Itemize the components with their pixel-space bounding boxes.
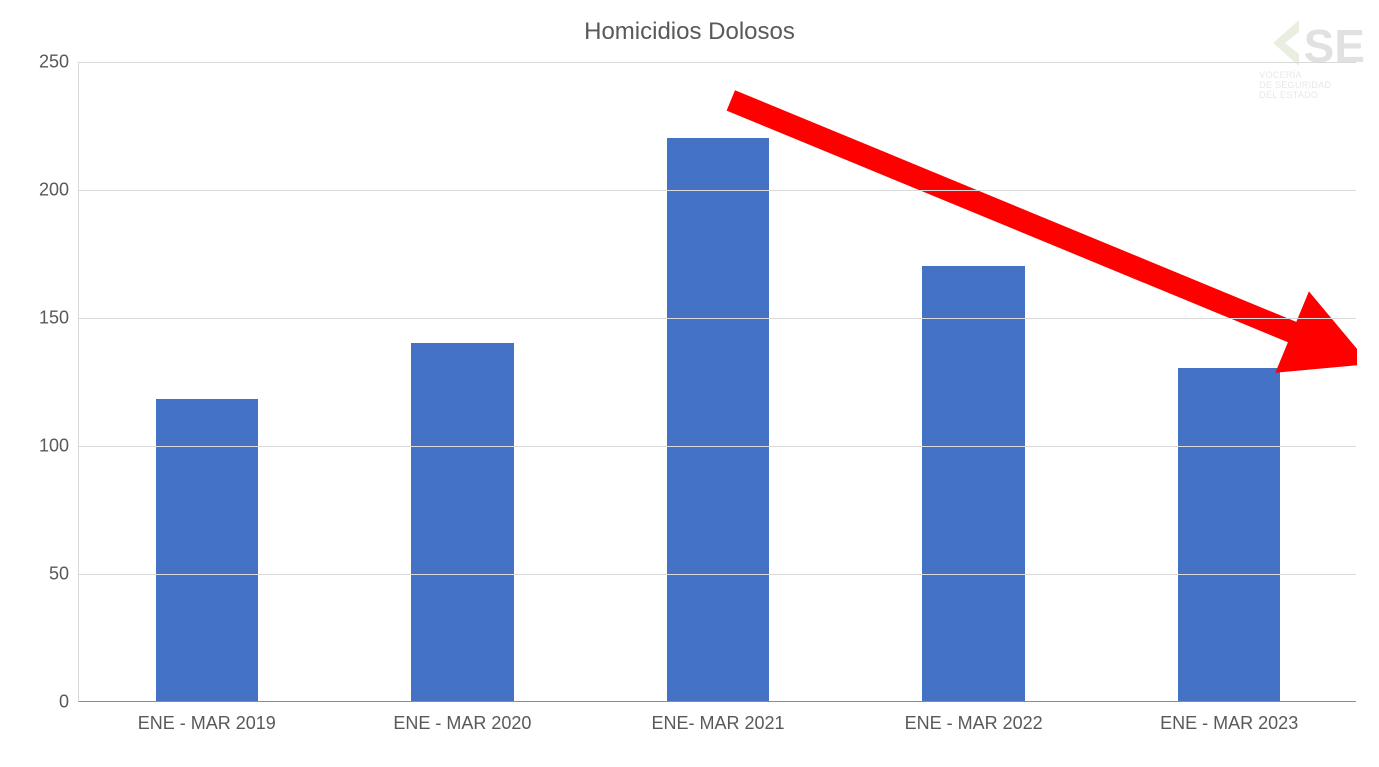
- bar: [667, 138, 769, 701]
- x-axis-tick-label: ENE - MAR 2020: [393, 701, 531, 734]
- x-axis-tick-label: ENE - MAR 2019: [138, 701, 276, 734]
- grid-line: [79, 190, 1356, 191]
- grid-line: [79, 574, 1356, 575]
- y-axis-tick-label: 50: [49, 564, 79, 585]
- bar: [1178, 368, 1280, 701]
- y-axis-tick-label: 100: [39, 436, 79, 457]
- grid-line: [79, 62, 1356, 63]
- y-axis-tick-label: 0: [59, 692, 79, 713]
- y-axis-tick-label: 250: [39, 52, 79, 73]
- chart-container: Homicidios Dolosos SE VOCERÍA DE SEGURID…: [0, 0, 1379, 767]
- x-axis-tick-label: ENE- MAR 2021: [651, 701, 784, 734]
- bar: [922, 266, 1024, 701]
- bar: [411, 343, 513, 701]
- x-axis-tick-label: ENE - MAR 2023: [1160, 701, 1298, 734]
- chart-title: Homicidios Dolosos: [0, 18, 1379, 46]
- y-axis-tick-label: 200: [39, 180, 79, 201]
- bars-layer: [79, 62, 1356, 701]
- plot-area: 050100150200250ENE - MAR 2019ENE - MAR 2…: [78, 62, 1356, 702]
- grid-line: [79, 446, 1356, 447]
- grid-line: [79, 318, 1356, 319]
- x-axis-tick-label: ENE - MAR 2022: [905, 701, 1043, 734]
- y-axis-tick-label: 150: [39, 308, 79, 329]
- bar: [156, 399, 258, 701]
